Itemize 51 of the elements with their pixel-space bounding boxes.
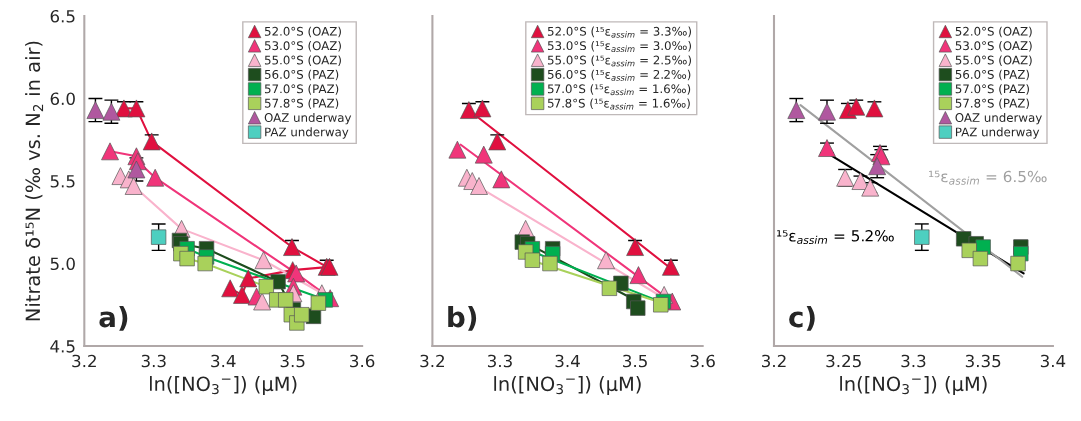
legend-label: 56.0°S (PAZ) — [264, 69, 339, 81]
x-tick-label: 3.35 — [965, 354, 1001, 368]
legend-label: 53.0°S (OAZ) — [955, 41, 1032, 52]
y-tick-label: 5.5 — [50, 175, 75, 188]
x-tick-label: 3.25 — [826, 354, 861, 368]
x-tick-label: 3.3 — [141, 354, 166, 368]
x-tick-label: 3.6 — [350, 354, 375, 368]
legend-label: PAZ underway — [955, 127, 1040, 139]
annotation: c) — [789, 306, 815, 331]
legend-label: 57.8°S (PAZ) — [264, 98, 339, 110]
x-tick-label: 3.5 — [280, 354, 305, 368]
x-tick-label: 3.4 — [1040, 354, 1066, 368]
legend-label: 55.0°S (OAZ) — [955, 55, 1032, 66]
legend-label: 56.0°S (PAZ) — [955, 69, 1029, 81]
x-tick-label: 3.3 — [487, 354, 512, 368]
y-tick-label: 5.0 — [50, 257, 75, 271]
x-tick-label: 3.4 — [555, 354, 580, 368]
text: ¹⁵ε$_{assim}$ = 5.2‰ — [777, 230, 894, 245]
legend-label: 57.0°S (¹⁵ε$_{assim}$ = 1.6‰) — [547, 84, 691, 96]
legend-label: 53.0°S (OAZ) — [264, 41, 341, 52]
legend-label: 57.0°S (PAZ) — [955, 84, 1029, 95]
x-axis-title: ln([NO$_{3}$$^{−}$]) (μM) — [840, 376, 987, 395]
legend-label: 53.0°S (¹⁵ε$_{assim}$ = 3.0‰) — [547, 41, 691, 53]
y-tick-label: 4.5 — [50, 340, 75, 353]
legend-label: 52.0°S (¹⁵ε$_{assim}$ = 3.3‰) — [547, 26, 691, 38]
legend-label: PAZ underway — [265, 127, 349, 139]
legend-label: 55.0°S (OAZ) — [264, 55, 341, 66]
legend-label: 57.8°S (¹⁵ε$_{assim}$ = 1.6‰) — [547, 98, 690, 110]
annotation: b) — [448, 305, 477, 331]
x-tick-label: 3.4 — [211, 354, 236, 368]
legend-label: 52.0°S (OAZ) — [264, 26, 341, 38]
legend-label: 52.0°S (OAZ) — [955, 26, 1032, 38]
annotation: a) — [99, 306, 128, 331]
legend-label: 57.8°S (PAZ) — [955, 98, 1029, 110]
series-label: ¹⁵ε$_{assim}$ = 6.5‰ — [929, 170, 1047, 185]
x-tick-label: 3.6 — [690, 354, 715, 368]
x-axis-title: ln([NO$_{3}$$^{−}$]) (μM) — [494, 376, 641, 395]
y-tick-label: 6.5 — [50, 9, 75, 23]
x-tick-label: 3.2 — [420, 354, 444, 368]
x-axis-title: ln([NO$_{3}$$^{−}$]) (μM) — [150, 376, 297, 395]
x-tick-label: 3.2 — [72, 354, 96, 368]
x-tick-label: 3.3 — [901, 354, 926, 368]
x-tick-label: 3.5 — [623, 354, 647, 368]
y-axis-title: Nitrate δ¹⁵N (‰ vs. N$_{2}$ in air) — [25, 41, 44, 321]
legend-label: 55.0°S (¹⁵ε$_{assim}$ = 2.5‰) — [547, 55, 691, 67]
y-tick-label: 6.0 — [50, 92, 75, 106]
legend-label: OAZ underway — [955, 112, 1042, 125]
legend-label: 56.0°S (¹⁵ε$_{assim}$ = 2.2‰) — [547, 69, 691, 81]
legend-label: 57.0°S (PAZ) — [264, 84, 339, 95]
legend-label: OAZ underway — [264, 112, 352, 125]
x-tick-label: 3.2 — [762, 354, 786, 368]
